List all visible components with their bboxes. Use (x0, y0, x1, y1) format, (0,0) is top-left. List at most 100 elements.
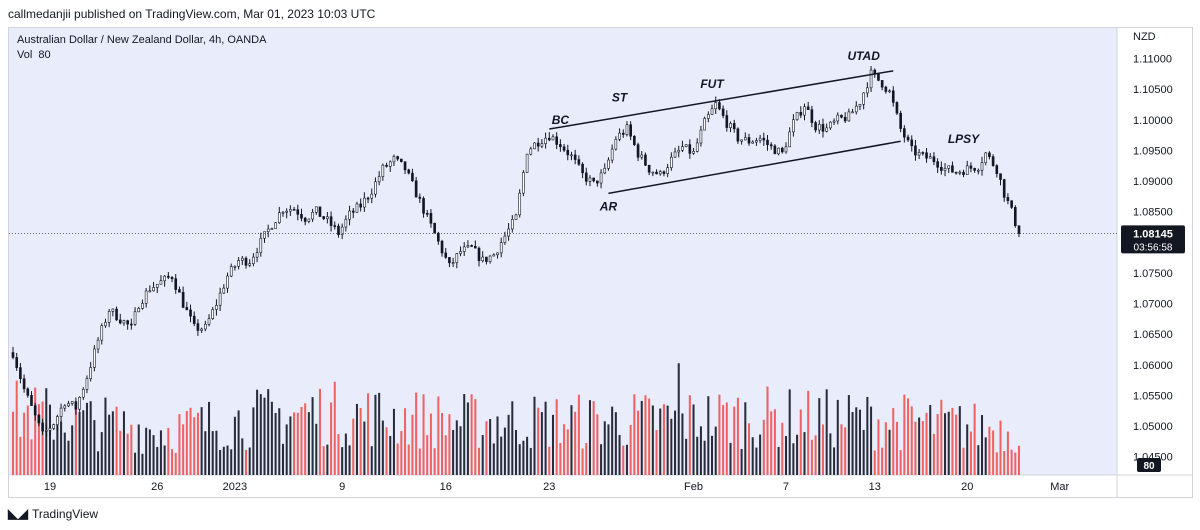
candle-body[interactable] (536, 142, 540, 147)
candle-body[interactable] (400, 158, 403, 162)
candle-body[interactable] (732, 123, 736, 130)
candle-body[interactable] (821, 124, 825, 132)
candle-body[interactable] (636, 144, 640, 158)
candle-body[interactable] (991, 156, 995, 166)
candle-body[interactable] (170, 277, 174, 280)
candle-body[interactable] (977, 169, 980, 172)
candle-body[interactable] (810, 109, 814, 123)
candle-body[interactable] (625, 124, 629, 135)
candle-body[interactable] (610, 148, 614, 161)
candle-body[interactable] (229, 266, 233, 277)
candle-body[interactable] (825, 127, 828, 132)
candle-body[interactable] (596, 180, 599, 184)
candle-body[interactable] (392, 156, 396, 163)
candle-body[interactable] (78, 396, 81, 410)
candle-body[interactable] (488, 255, 492, 262)
candle-body[interactable] (370, 193, 374, 199)
candle-body[interactable] (137, 308, 141, 313)
candle-body[interactable] (644, 154, 647, 166)
candle-body[interactable] (725, 115, 729, 128)
candle-body[interactable] (629, 124, 632, 137)
candle-body[interactable] (895, 102, 899, 114)
candle-body[interactable] (581, 163, 584, 174)
trend-channel-line[interactable] (549, 70, 894, 130)
candle-body[interactable] (529, 148, 533, 155)
candle-body[interactable] (44, 430, 48, 432)
wyckoff-annotation[interactable]: UTAD (847, 49, 880, 63)
candle-body[interactable] (314, 206, 318, 213)
candle-body[interactable] (59, 407, 63, 417)
candle-body[interactable] (200, 328, 203, 331)
candle-body[interactable] (843, 116, 847, 122)
candle-body[interactable] (363, 197, 366, 208)
candle-body[interactable] (707, 114, 710, 119)
candle-body[interactable] (681, 146, 684, 151)
candle-body[interactable] (340, 226, 344, 235)
candle-body[interactable] (954, 171, 958, 174)
candle-body[interactable] (799, 112, 803, 116)
candle-body[interactable] (418, 196, 422, 199)
candle-body[interactable] (562, 146, 566, 151)
candle-body[interactable] (259, 237, 263, 253)
candle-body[interactable] (89, 367, 92, 379)
candle-body[interactable] (714, 102, 718, 110)
candle-body[interactable] (718, 102, 721, 110)
candle-body[interactable] (107, 311, 111, 323)
candle-body[interactable] (947, 165, 951, 169)
candle-body[interactable] (658, 171, 662, 175)
candle-body[interactable] (41, 422, 44, 432)
candle-body[interactable] (333, 225, 337, 227)
candle-body[interactable] (699, 129, 703, 144)
candle-body[interactable] (655, 171, 658, 175)
candle-body[interactable] (510, 219, 514, 230)
candle-body[interactable] (984, 152, 988, 164)
candle-body[interactable] (93, 348, 96, 368)
candle-body[interactable] (248, 263, 252, 266)
candle-body[interactable] (111, 308, 115, 312)
candle-body[interactable] (869, 69, 873, 89)
candle-body[interactable] (540, 143, 544, 147)
candle-body[interactable] (85, 378, 89, 390)
candle-body[interactable] (185, 307, 189, 311)
candle-body[interactable] (703, 118, 706, 131)
candle-body[interactable] (411, 172, 414, 182)
candle-body[interactable] (37, 414, 41, 424)
candle-body[interactable] (980, 162, 984, 171)
candle-body[interactable] (806, 106, 810, 110)
wyckoff-annotation[interactable]: BC (552, 113, 570, 127)
candle-body[interactable] (470, 245, 473, 247)
candle-body[interactable] (163, 275, 166, 282)
candle-body[interactable] (307, 218, 311, 222)
candle-body[interactable] (207, 318, 211, 325)
candle-body[interactable] (766, 139, 769, 146)
candle-body[interactable] (474, 245, 477, 249)
candle-body[interactable] (274, 222, 277, 229)
candle-body[interactable] (481, 256, 485, 262)
candle-body[interactable] (285, 210, 289, 213)
candle-body[interactable] (614, 139, 618, 150)
candle-body[interactable] (263, 231, 266, 239)
candle-body[interactable] (492, 254, 496, 257)
candle-body[interactable] (255, 252, 259, 258)
candle-body[interactable] (533, 142, 536, 150)
trend-channel-line[interactable] (608, 140, 901, 195)
candle-body[interactable] (555, 136, 558, 145)
candle-body[interactable] (448, 257, 451, 264)
candle-body[interactable] (740, 139, 743, 142)
candle-body[interactable] (995, 165, 999, 174)
candle-body[interactable] (133, 311, 137, 325)
candle-body[interactable] (130, 323, 133, 326)
candle-body[interactable] (485, 256, 488, 262)
candle-body[interactable] (566, 149, 570, 156)
candle-body[interactable] (266, 228, 270, 232)
candle-body[interactable] (803, 106, 806, 116)
candle-body[interactable] (118, 319, 122, 324)
candle-body[interactable] (244, 257, 248, 266)
candle-body[interactable] (928, 156, 932, 159)
candle-body[interactable] (792, 119, 795, 133)
candle-body[interactable] (584, 172, 588, 182)
candle-body[interactable] (832, 120, 836, 123)
candle-body[interactable] (940, 166, 943, 171)
candle-body[interactable] (237, 260, 240, 267)
candle-body[interactable] (836, 114, 840, 122)
